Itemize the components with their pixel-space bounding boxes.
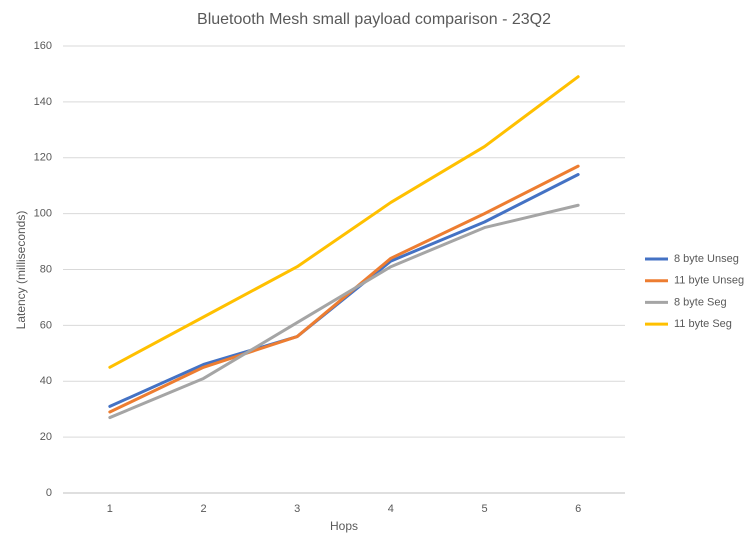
- y-tick-label: 160: [34, 40, 52, 52]
- y-tick-label: 120: [34, 152, 52, 164]
- x-tick-label: 5: [481, 503, 487, 515]
- y-tick-label: 60: [40, 319, 52, 331]
- x-tick-label: 1: [107, 503, 113, 515]
- x-tick-label: 2: [200, 503, 206, 515]
- legend-label: 11 byte Unseg: [674, 275, 744, 287]
- y-axis-title: Latency (milliseconds): [14, 211, 28, 330]
- y-tick-label: 100: [34, 208, 52, 220]
- y-tick-label: 40: [40, 375, 52, 387]
- x-axis-title: Hops: [330, 519, 358, 533]
- y-tick-label: 0: [46, 487, 52, 499]
- line-series: [108, 75, 580, 369]
- y-tick-label: 20: [40, 431, 52, 443]
- y-tick-label: 80: [40, 263, 52, 275]
- x-tick-label: 3: [294, 503, 300, 515]
- legend-label: 8 byte Unseg: [674, 253, 739, 265]
- line-series: [108, 173, 580, 408]
- chart-title: Bluetooth Mesh small payload comparison …: [197, 11, 551, 28]
- legend-label: 11 byte Seg: [674, 318, 732, 330]
- x-tick-label: 4: [388, 503, 394, 515]
- line-series: [108, 203, 580, 420]
- x-tick-label: 6: [575, 503, 581, 515]
- y-tick-label: 140: [34, 96, 52, 108]
- line-series: [108, 164, 580, 414]
- legend-label: 8 byte Seg: [674, 296, 727, 308]
